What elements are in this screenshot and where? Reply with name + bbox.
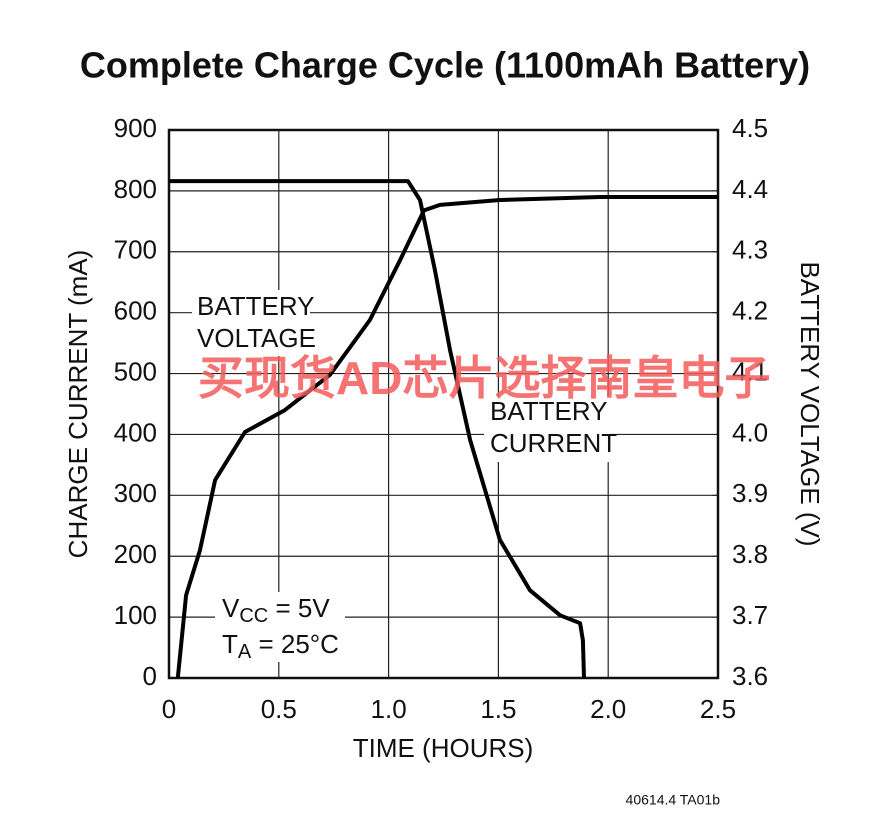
- y2-axis-label: BATTERY VOLTAGE (V): [795, 261, 825, 546]
- y2-tick-label: 3.8: [732, 539, 768, 569]
- footnote: 40614.4 TA01b: [626, 792, 721, 808]
- y-tick-label: 100: [114, 600, 157, 630]
- y2-tick-label: 4.3: [732, 235, 768, 265]
- label-bg: [484, 396, 610, 462]
- condition-main: T: [222, 629, 238, 659]
- x-tick-label: 0.5: [261, 694, 297, 724]
- x-axis-label: TIME (HOURS): [353, 733, 534, 763]
- x-tick-label: 1.5: [480, 694, 516, 724]
- y-axis-label: CHARGE CURRENT (mA): [63, 250, 93, 559]
- series-line: [175, 195, 718, 679]
- series-label: BATTERY VOLTAGE: [197, 291, 316, 353]
- watermark: 买现货AD芯片选择南皇电子: [198, 352, 770, 404]
- y-tick-label: 600: [114, 296, 157, 326]
- y-tick-label: 500: [114, 356, 157, 386]
- y2-tick-label: 4.1: [732, 356, 768, 386]
- y-tick-label: 800: [114, 174, 157, 204]
- y2-tick-label: 4.5: [732, 113, 768, 143]
- x-tick-label: 2.5: [700, 694, 736, 724]
- condition-rest: = 5V: [268, 593, 330, 623]
- condition-main: V: [222, 593, 240, 623]
- y2-tick-label: 4.0: [732, 417, 768, 447]
- label-bg: [215, 592, 345, 662]
- y2-tick-label: 4.4: [732, 174, 768, 204]
- condition: TA = 25°C: [222, 629, 339, 663]
- label-bg: [192, 290, 310, 356]
- condition-sub: A: [238, 641, 252, 663]
- y2-tick-label: 3.9: [732, 478, 768, 508]
- y2-tick-label: 3.7: [732, 600, 768, 630]
- y-tick-label: 700: [114, 235, 157, 265]
- condition-sub: CC: [239, 605, 268, 627]
- y-tick-label: 300: [114, 478, 157, 508]
- condition-rest: = 25°C: [251, 629, 339, 659]
- x-tick-label: 0: [162, 694, 176, 724]
- y-tick-label: 900: [114, 113, 157, 143]
- y2-tick-label: 3.6: [732, 661, 768, 691]
- series-line: [169, 179, 586, 679]
- x-tick-label: 2.0: [590, 694, 626, 724]
- y-tick-label: 400: [114, 417, 157, 447]
- chart-title: Complete Charge Cycle (1100mAh Battery): [80, 45, 810, 86]
- series-label: BATTERY CURRENT: [490, 396, 617, 458]
- plot-frame: [167, 128, 720, 680]
- y2-tick-label: 4.2: [732, 296, 768, 326]
- condition: VCC = 5V: [222, 593, 330, 627]
- y-tick-label: 200: [114, 539, 157, 569]
- y-tick-label: 0: [143, 661, 157, 691]
- x-tick-label: 1.0: [371, 694, 407, 724]
